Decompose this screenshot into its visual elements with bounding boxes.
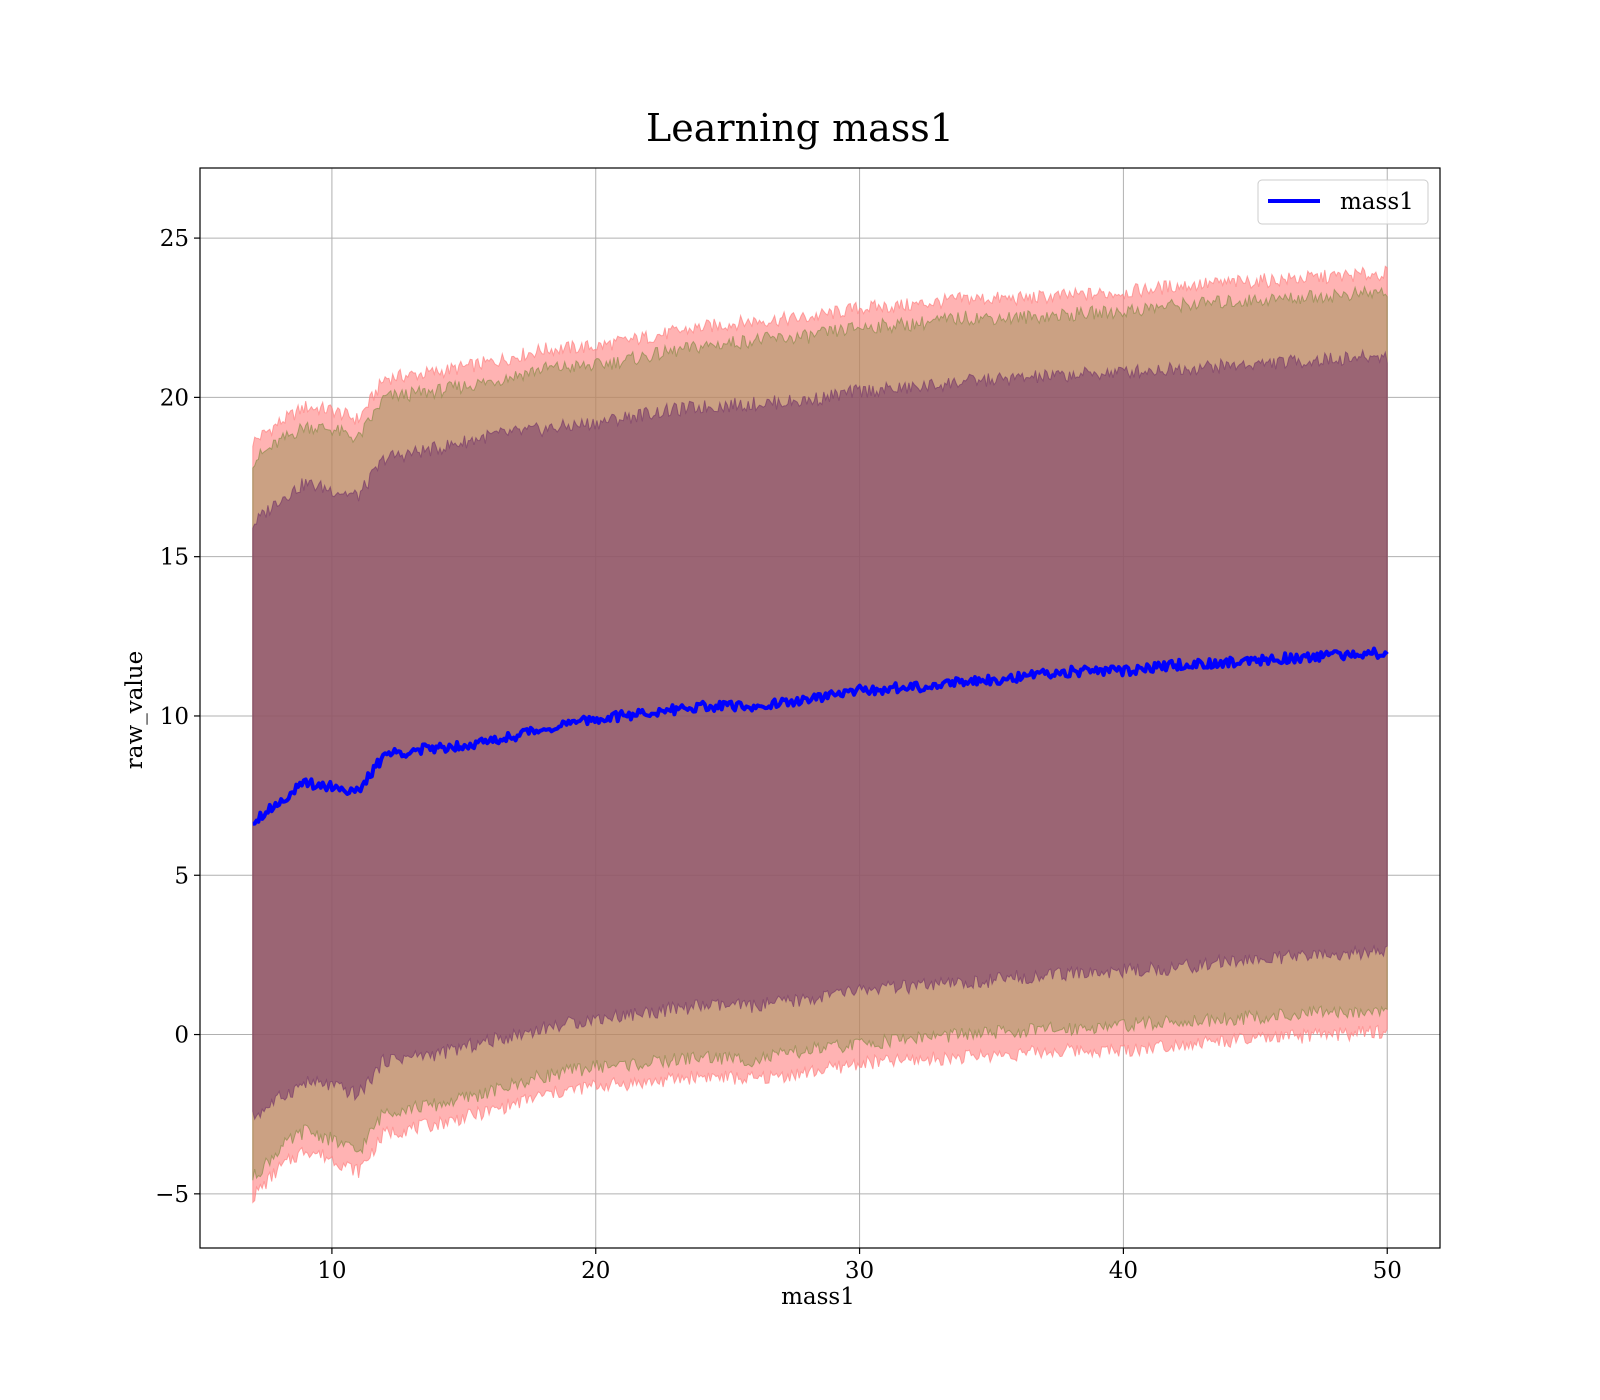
plot-frame [199,167,1441,1249]
y-axis-ticks: −5 0 5 10 15 20 25 [155,226,200,1208]
confidence-bands [252,265,1388,1204]
y-tick-label: 0 [174,1023,189,1049]
chart-title: Learning mass1 [646,106,954,150]
series-lines [252,646,1389,826]
series-line-mass1 [252,646,1389,826]
y-tick-label: −5 [155,1182,189,1208]
y-tick-label: 15 [160,545,189,571]
x-tick-label: 30 [845,1258,874,1284]
y-tick-label: 20 [160,385,189,411]
y-tick-label: 25 [160,226,189,252]
legend-box [1257,179,1429,225]
x-tick-label: 10 [317,1258,346,1284]
x-tick-label: 50 [1373,1258,1402,1284]
legend-label: mass1 [1340,189,1414,215]
x-tick-label: 20 [581,1258,610,1284]
y-tick-label: 5 [174,863,189,889]
x-tick-label: 40 [1109,1258,1138,1284]
confidence-band [252,348,1388,1121]
y-axis-label: raw_value [122,651,148,769]
legend: mass1 [1257,179,1429,225]
x-axis-ticks: 10 20 30 40 50 [317,1248,1402,1284]
y-tick-label: 10 [160,704,189,730]
x-axis-label: mass1 [781,1284,855,1310]
